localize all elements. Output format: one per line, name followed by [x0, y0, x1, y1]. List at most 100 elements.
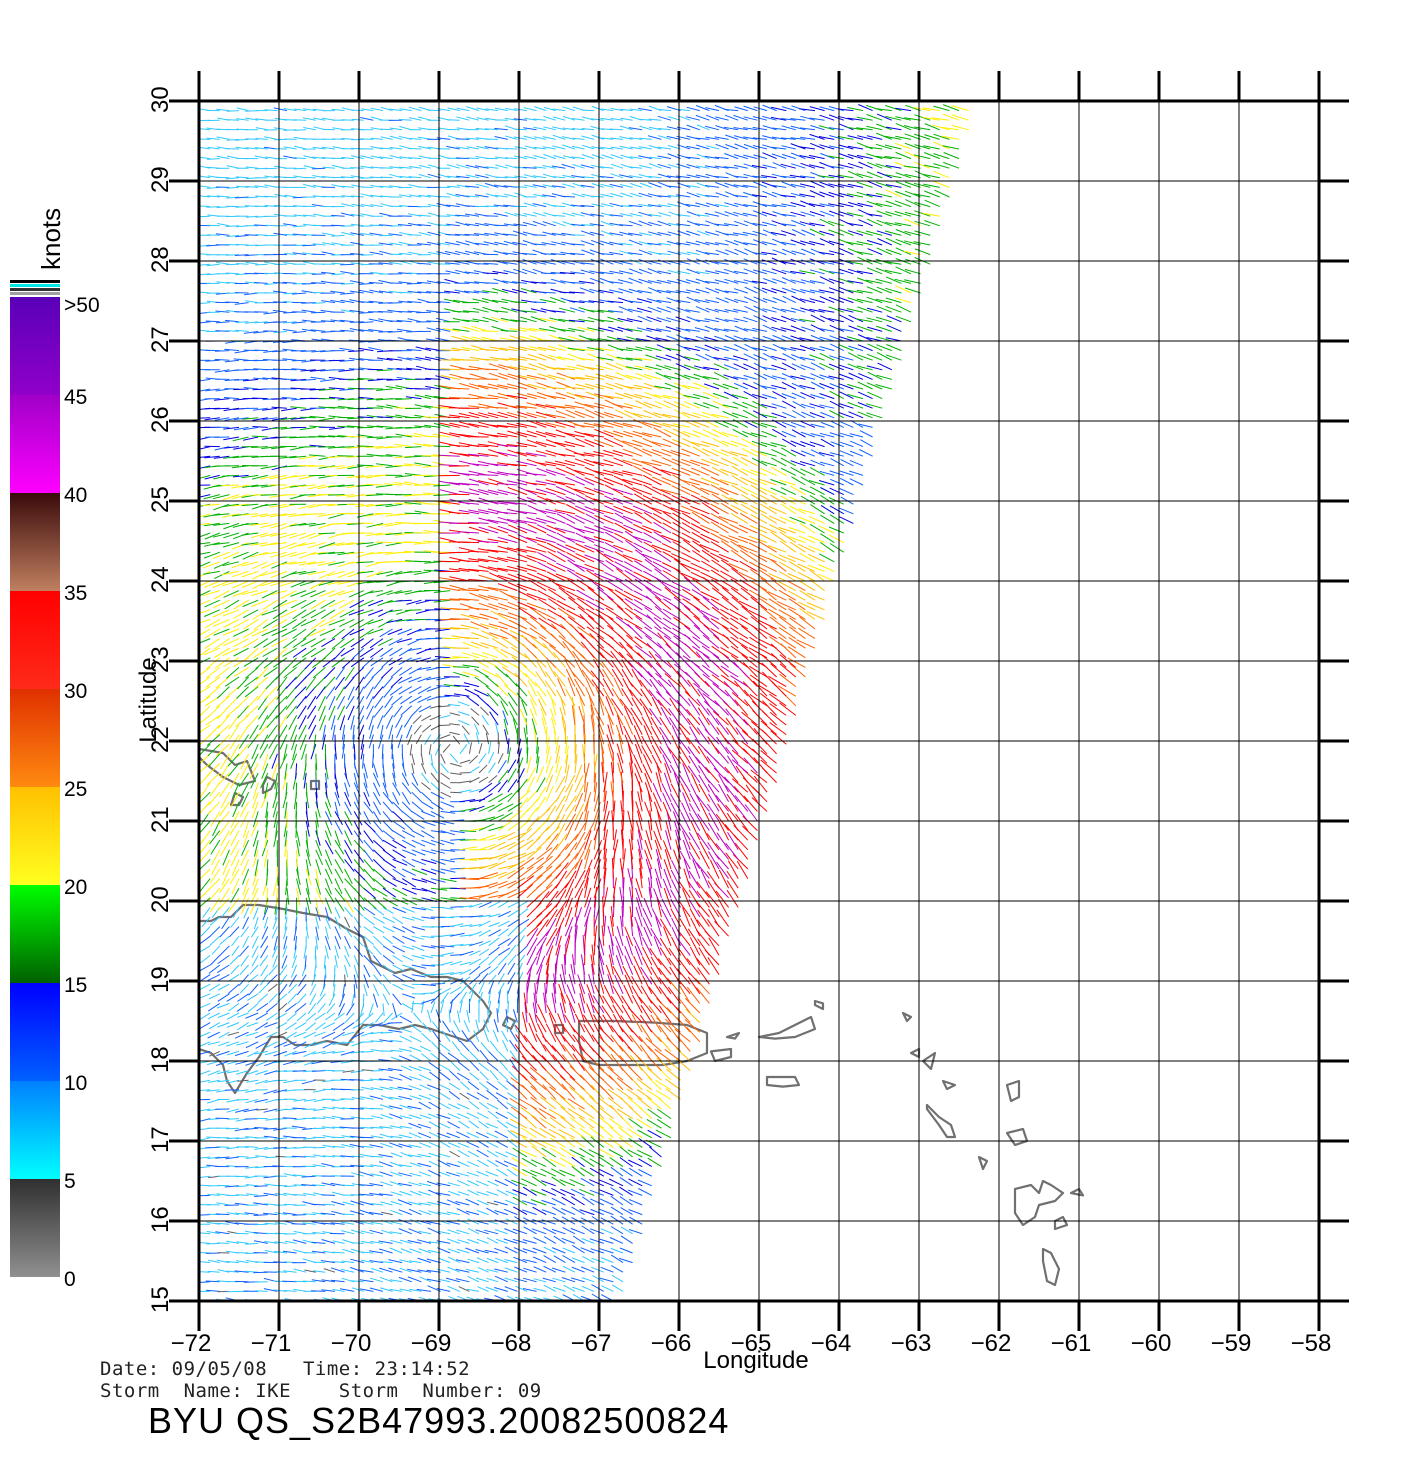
- wind-vector: [557, 678, 566, 697]
- wind-vector: [201, 916, 211, 928]
- wind-vector: [307, 561, 326, 565]
- wind-vector: [502, 666, 518, 678]
- wind-vector: [226, 993, 240, 1002]
- wind-vector: [798, 616, 816, 630]
- wind-vector: [466, 1141, 480, 1148]
- wind-vector: [574, 907, 582, 927]
- wind-vector: [625, 935, 634, 956]
- wind-vector: [353, 753, 356, 769]
- wind-vector: [350, 715, 355, 730]
- wind-vector: [461, 725, 470, 735]
- wind-vector: [506, 1102, 518, 1110]
- wind-vector: [311, 1241, 326, 1244]
- wind-vector: [512, 1009, 518, 1023]
- wind-vector: [565, 852, 579, 870]
- wind-vector: [469, 923, 482, 928]
- wind-vector: [340, 1155, 355, 1158]
- wind-vector: [700, 533, 720, 544]
- wind-vector: [788, 590, 806, 601]
- wind-vector: [217, 715, 230, 729]
- wind-vector: [334, 820, 343, 835]
- wind-vector: [710, 532, 729, 544]
- wind-vector: [759, 569, 777, 582]
- wind-vector: [290, 753, 298, 769]
- wind-vector: [643, 579, 662, 592]
- wind-vector: [769, 722, 787, 736]
- wind-vector: [450, 897, 467, 900]
- wind-vector: [459, 924, 473, 928]
- wind-vector: [351, 1097, 364, 1100]
- wind-vector: [593, 849, 602, 870]
- wind-vector: [505, 1121, 518, 1129]
- wind-vector: [820, 541, 835, 553]
- wind-vector: [535, 517, 556, 524]
- wind-vector: [363, 955, 374, 966]
- wind-vector: [229, 926, 240, 938]
- wind-vector: [282, 1250, 297, 1254]
- wind-vector: [212, 532, 230, 538]
- wind-vector: [322, 1250, 336, 1254]
- wind-vector: [567, 677, 576, 697]
- wind-vector: [620, 829, 624, 850]
- wind-vector: [460, 613, 480, 620]
- wind-vector: [342, 1248, 355, 1254]
- wind-vector: [417, 1239, 432, 1244]
- wind-vector: [622, 877, 625, 898]
- wind-vector: [540, 1168, 557, 1177]
- wind-vector: [403, 541, 422, 544]
- wind-vector: [219, 878, 230, 893]
- wind-vector: [250, 926, 259, 938]
- wind-vector: [402, 887, 417, 895]
- wind-vector: [698, 716, 710, 735]
- wind-vector: [488, 751, 495, 764]
- wind-vector: [206, 1242, 220, 1245]
- wind-vector: [250, 513, 268, 518]
- wind-vector: [199, 839, 211, 855]
- wind-vector: [409, 1046, 422, 1052]
- wind-vector: [549, 644, 566, 659]
- wind-vector: [646, 1118, 662, 1129]
- wind-vector: [446, 1199, 460, 1206]
- wind-vector: [632, 994, 643, 1014]
- wind-vector: [241, 897, 250, 914]
- wind-vector: [252, 811, 259, 828]
- wind-vector: [279, 974, 288, 985]
- wind-vector: [538, 617, 557, 630]
- wind-vector: [267, 724, 278, 739]
- wind-vector: [299, 734, 307, 751]
- wind-vector: [808, 545, 825, 553]
- wind-vector: [372, 772, 381, 787]
- wind-vector: [580, 1167, 595, 1177]
- wind-vector: [488, 913, 501, 918]
- wind-vector: [469, 777, 480, 784]
- wind-vector: [639, 698, 653, 716]
- wind-vector: [324, 859, 333, 875]
- wind-vector: [688, 851, 701, 870]
- wind-vector: [612, 839, 619, 860]
- wind-vector: [275, 1070, 288, 1073]
- wind-vector: [449, 568, 470, 572]
- wind-vector: [298, 724, 307, 740]
- wind-vector: [724, 689, 739, 707]
- wind-vector: [440, 801, 455, 808]
- wind-vector: [261, 609, 278, 616]
- wind-vector: [256, 724, 269, 739]
- wind-vector: [400, 1065, 413, 1072]
- wind-vector: [235, 1108, 249, 1113]
- wind-vector: [478, 782, 493, 793]
- wind-vector: [298, 715, 307, 730]
- wind-vector: [478, 901, 492, 908]
- wind-vector: [222, 849, 230, 866]
- wind-vector: [749, 636, 768, 649]
- wind-vector: [798, 580, 816, 592]
- wind-vector: [541, 717, 547, 735]
- wind-vector: [380, 1113, 393, 1120]
- wind-vector: [293, 1268, 307, 1273]
- wind-vector: [319, 618, 336, 628]
- wind-vector: [504, 1208, 518, 1216]
- wind-vector: [284, 763, 288, 780]
- wind-vector: [468, 990, 474, 1004]
- wind-vector: [725, 717, 739, 735]
- wind-vector: [657, 1097, 672, 1110]
- wind-vector: [716, 861, 730, 879]
